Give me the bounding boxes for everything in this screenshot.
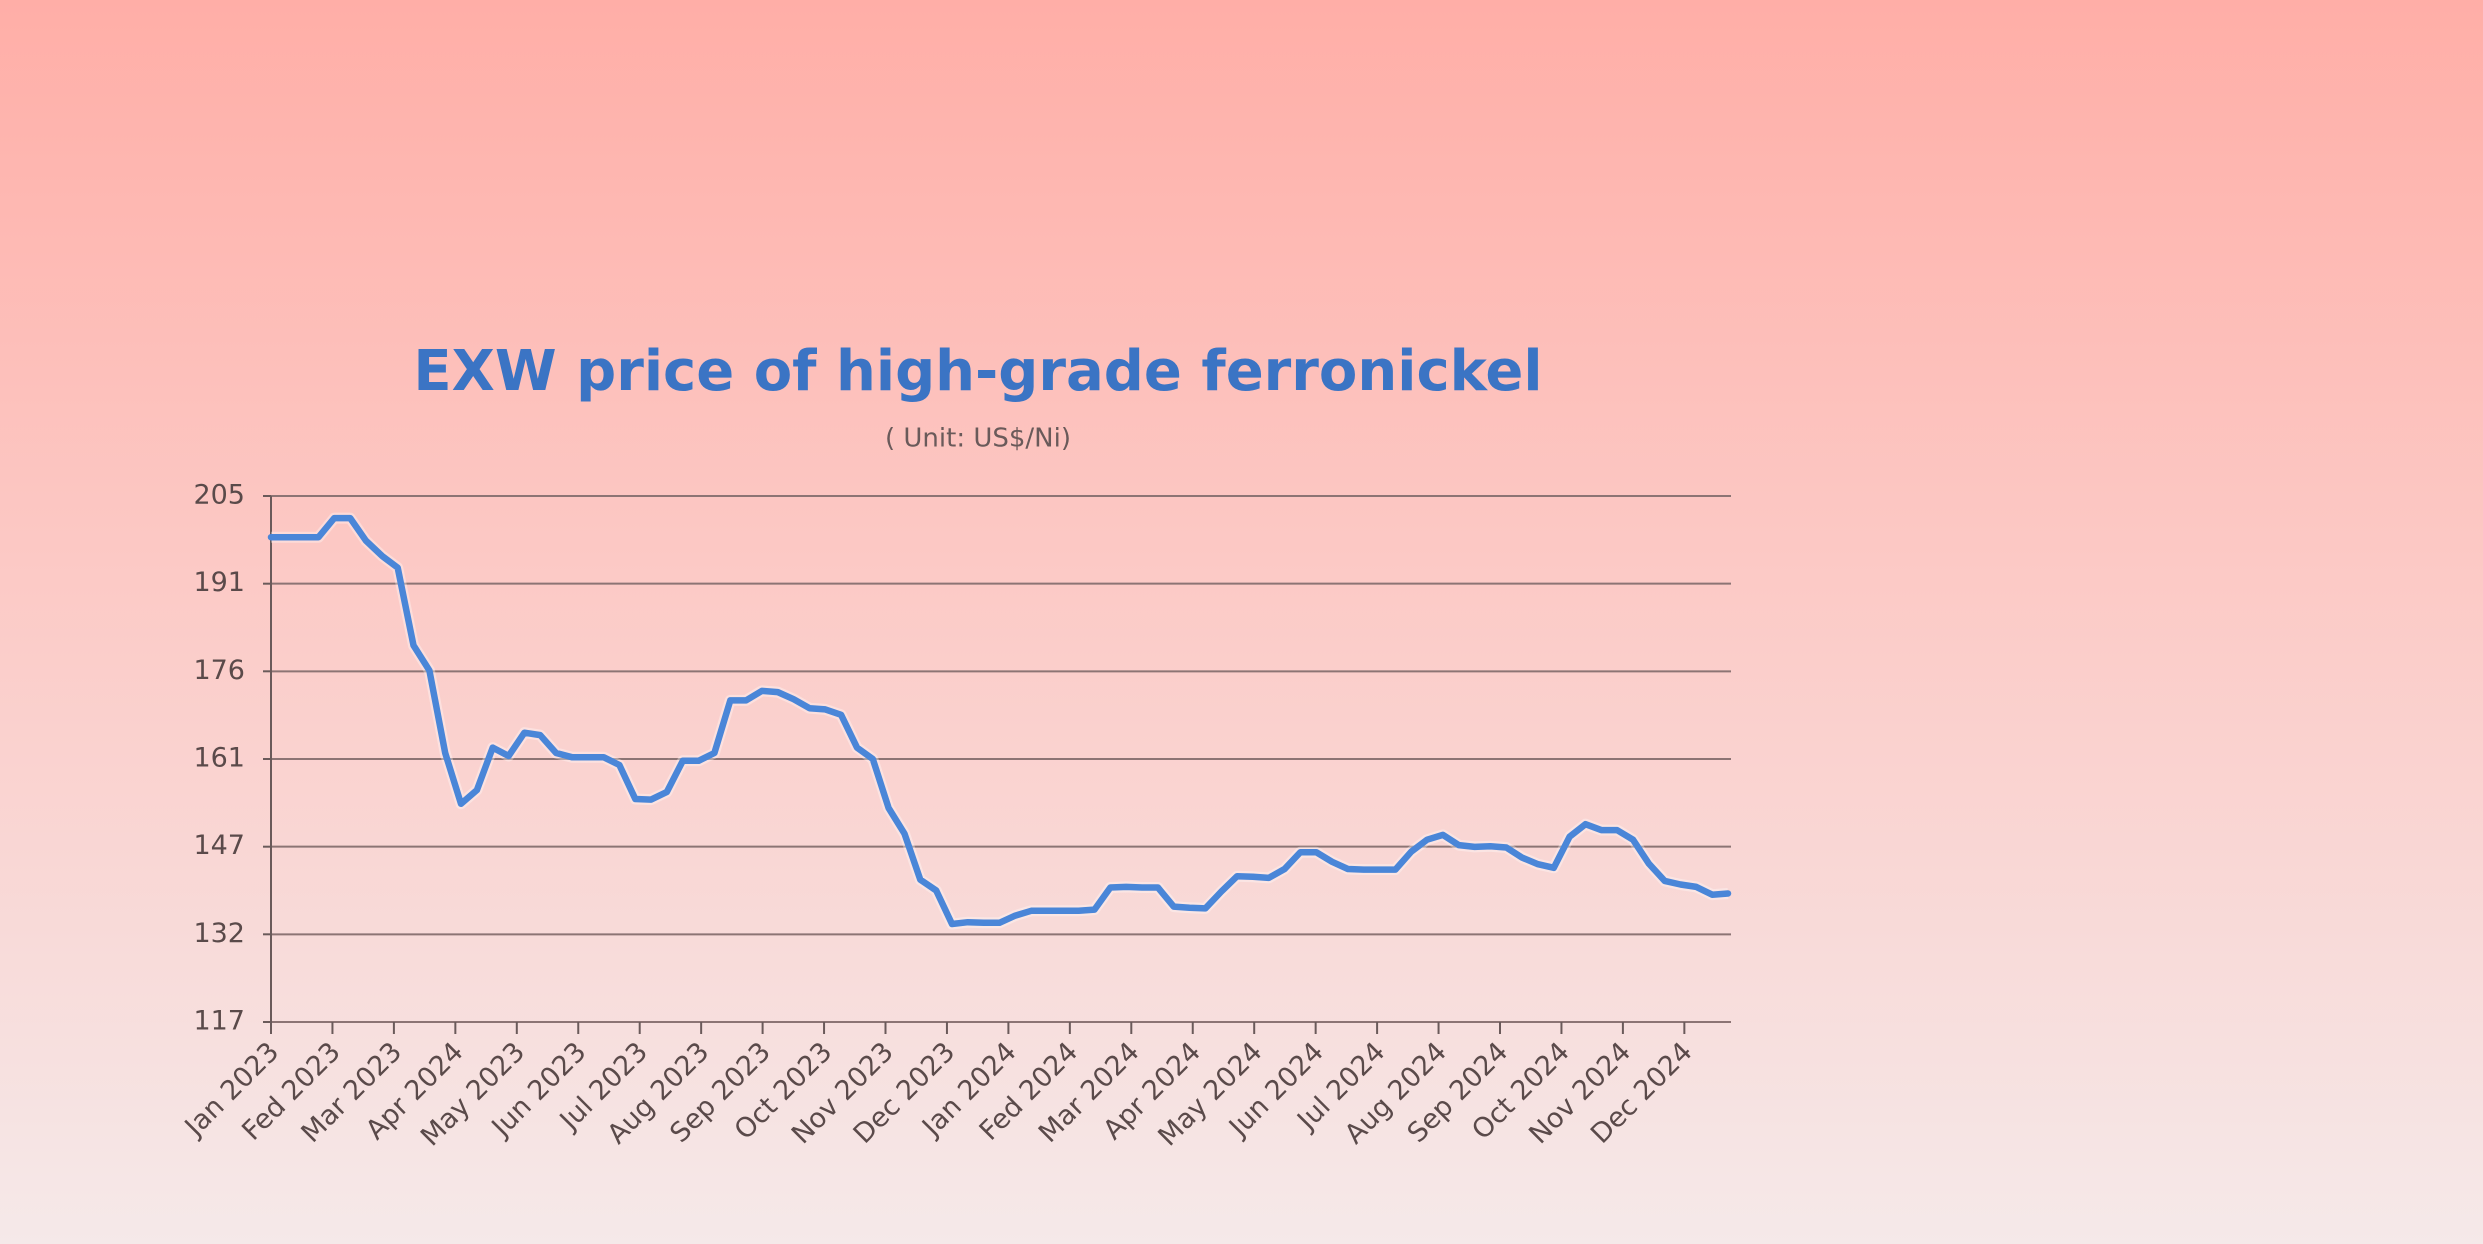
chart-title: EXW price of high-grade ferronickel — [413, 339, 1542, 404]
line-glow — [271, 512, 1729, 930]
y-tick-label: 147 — [193, 830, 245, 861]
chart-subtitle: ( Unit: US$/Ni) — [885, 424, 1071, 454]
y-tick-label: 117 — [193, 1006, 245, 1037]
line — [267, 514, 1732, 928]
y-tick-label: 161 — [193, 743, 245, 774]
y-tick-label: 176 — [193, 655, 245, 686]
y-tick-label: 191 — [193, 567, 245, 598]
y-tick-label: 205 — [193, 480, 245, 511]
y-tick-label: 132 — [193, 918, 245, 949]
